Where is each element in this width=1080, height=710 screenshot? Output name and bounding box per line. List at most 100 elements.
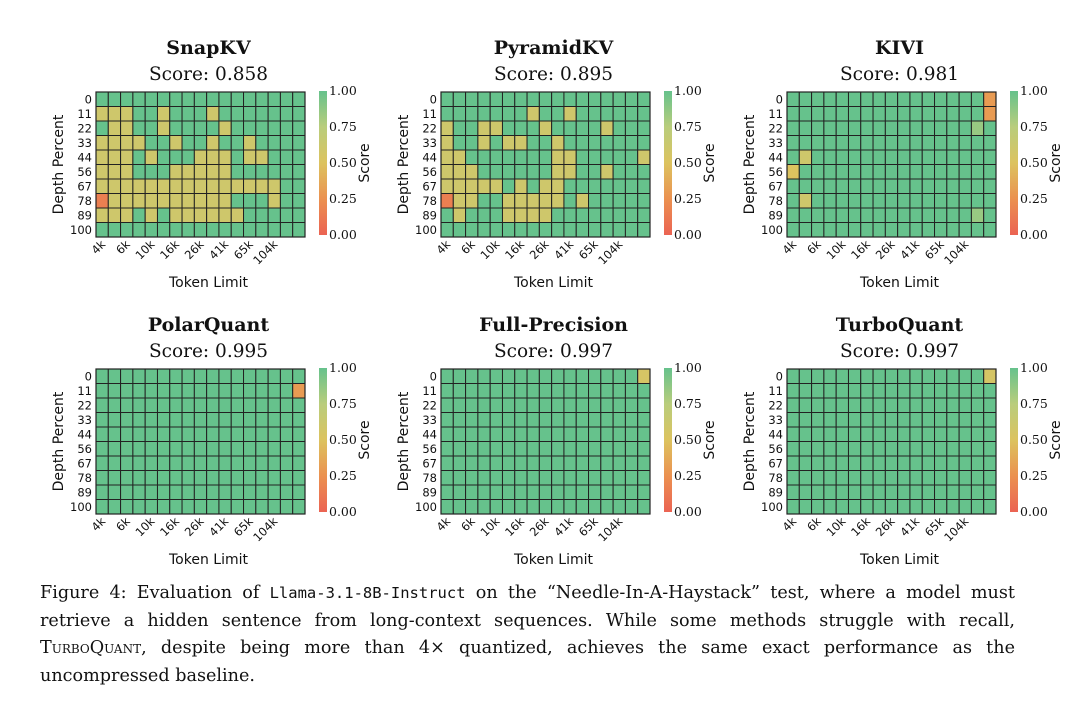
heatmap-cell (798, 106, 813, 122)
heatmap-cell (181, 426, 195, 442)
heatmap-cell (637, 193, 651, 209)
heatmap-cell (465, 222, 479, 238)
heatmap-cell (489, 193, 503, 209)
y-tick-label: 67 (77, 179, 92, 193)
heatmap-cell (489, 91, 503, 107)
heatmap-cell (884, 470, 899, 486)
colorbar-label: Score (357, 143, 373, 182)
heatmap-cell (563, 207, 577, 223)
heatmap-cell (156, 106, 171, 122)
heatmap-cell (440, 178, 454, 194)
heatmap-cell (958, 412, 972, 428)
heatmap-cell (193, 426, 208, 442)
x-axis-label: Token Limit (859, 275, 940, 291)
heatmap-cell (786, 383, 800, 399)
heatmap-cell (120, 441, 134, 457)
heatmap-cell (120, 207, 134, 223)
heatmap-cell (575, 499, 590, 515)
heatmap-cell (872, 412, 886, 428)
heatmap-cell (279, 412, 294, 428)
heatmap-cell (575, 207, 590, 223)
heatmap-cell (970, 164, 985, 180)
heatmap-cell (132, 455, 146, 471)
heatmap-cell (624, 470, 639, 486)
heatmap-cell (452, 149, 467, 165)
heatmap-cell (218, 484, 232, 500)
heatmap-cell (637, 499, 651, 515)
heatmap-cell (230, 106, 245, 122)
heatmap-cell (612, 455, 626, 471)
heatmap-cell (465, 120, 479, 136)
heatmap-cell (983, 368, 997, 384)
heatmap-cell (292, 499, 306, 515)
x-tick-label: 10k (823, 237, 848, 262)
y-tick-label: 11 (768, 384, 783, 398)
heatmap-cell (95, 149, 109, 165)
heatmap-cell (156, 178, 171, 194)
chart-title: KIVI (875, 37, 924, 59)
y-tick-label: 78 (422, 471, 437, 485)
heatmap-cell (798, 499, 813, 515)
heatmap-cell (588, 178, 602, 194)
heatmap-cell (551, 397, 565, 413)
heatmap-cell (921, 412, 936, 428)
heatmap-cell (477, 207, 491, 223)
heatmap-cell (588, 149, 602, 165)
heatmap-cell (279, 484, 294, 500)
heatmap-cell (169, 426, 183, 442)
x-axis-label: Token Limit (513, 275, 594, 291)
heatmap-cell (884, 455, 899, 471)
heatmap-cell (243, 383, 257, 399)
heatmap-cell (465, 499, 479, 515)
heatmap-cell (156, 397, 171, 413)
heatmap-cell (551, 412, 565, 428)
heatmap-cell (489, 441, 503, 457)
heatmap-cell (970, 383, 985, 399)
y-tick-label: 22 (422, 121, 437, 135)
heatmap-cell (983, 426, 997, 442)
heatmap-cell (624, 91, 639, 107)
heatmap-cell (897, 207, 911, 223)
x-tick-label: 104k (941, 514, 971, 544)
heatmap-cell (440, 149, 454, 165)
heatmap-cell (181, 120, 195, 136)
heatmap-cell (897, 368, 911, 384)
heatmap-cell (612, 368, 626, 384)
heatmap-cell (489, 120, 503, 136)
heatmap-cell (144, 164, 158, 180)
heatmap-cell (132, 193, 146, 209)
heatmap-cell (983, 178, 997, 194)
heatmap-cell (600, 383, 614, 399)
heatmap-cell (95, 106, 109, 122)
heatmap-cell (144, 222, 158, 238)
heatmap-cell (292, 178, 306, 194)
heatmap-cell (934, 178, 948, 194)
caption-text-1: Evaluation of (126, 583, 270, 603)
heatmap-cell (440, 412, 454, 428)
heatmap-cell (847, 397, 862, 413)
heatmap-cell (440, 499, 454, 515)
y-tick-label: 33 (768, 413, 783, 427)
heatmap-cell (267, 120, 281, 136)
heatmap-cell (452, 441, 467, 457)
heatmap-cell (612, 178, 626, 194)
heatmap-cell (452, 91, 467, 107)
heatmap-cell (847, 106, 862, 122)
heatmap-cell (983, 484, 997, 500)
heatmap-cell (144, 91, 158, 107)
heatmap-cell (95, 178, 109, 194)
heatmap-cell (465, 164, 479, 180)
y-tick-label: 33 (422, 136, 437, 150)
heatmap-cell (292, 222, 306, 238)
heatmap-cell (934, 455, 948, 471)
heatmap-cell (786, 106, 800, 122)
x-tick-label: 4k (779, 514, 799, 534)
heatmap-cell (267, 470, 281, 486)
heatmap-cell (477, 383, 491, 399)
heatmap-cell (169, 149, 183, 165)
heatmap-cell (107, 135, 122, 151)
heatmap-cell (600, 120, 614, 136)
heatmap-cell (872, 397, 886, 413)
colorbar-tick-label: 0.00 (674, 227, 702, 242)
heatmap-cell (588, 135, 602, 151)
